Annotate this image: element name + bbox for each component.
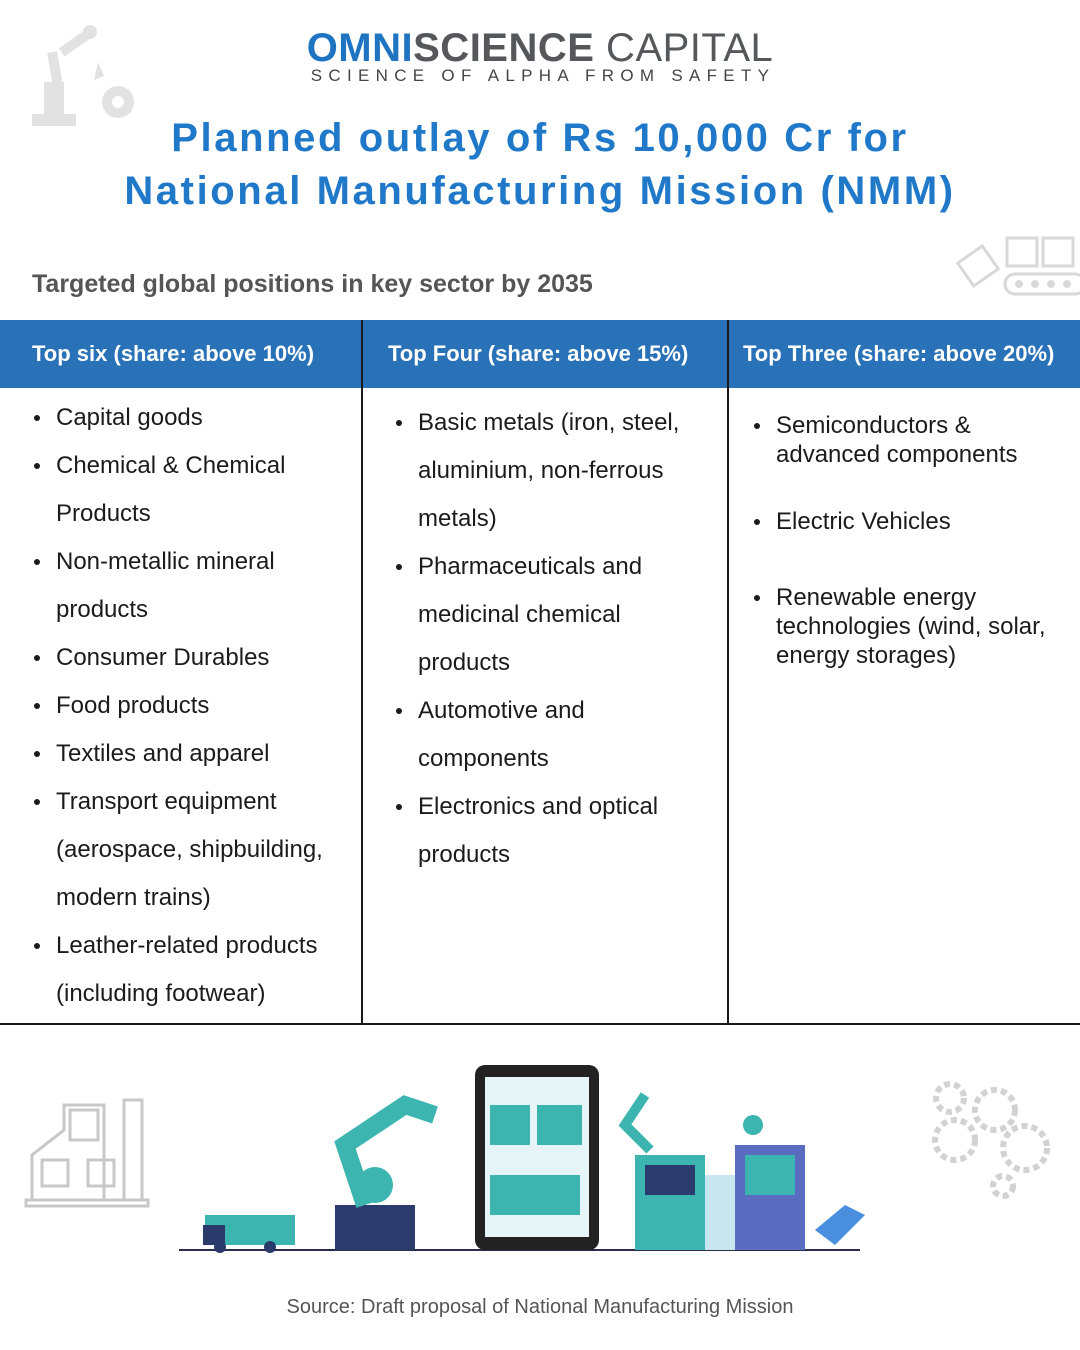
factory-icon [24,1098,150,1208]
gears-icon [932,1081,1050,1199]
list-item: Basic metals (iron, steel, aluminium, no… [394,399,704,543]
list-item: Consumer Durables [32,634,352,682]
page-title: Planned outlay of Rs 10,000 Cr for Natio… [124,116,956,213]
list-item: Food products [32,682,352,730]
column-divider [361,320,363,1025]
list-item: Textiles and apparel [32,730,352,778]
conveyor-boxes-icon [955,236,1080,296]
top-four-list: Basic metals (iron, steel, aluminium, no… [394,399,704,879]
list-item: Automotive and components [394,687,704,783]
list-item: Renewable energy technologies (wind, sol… [752,583,1070,670]
logo-tagline: SCIENCE OF ALPHA FROM SAFETY [310,66,776,85]
top-three-list: Semiconductors & advanced components Ele… [752,411,1070,670]
column-header-top-four: Top Four (share: above 15%) [388,341,689,366]
list-item: Non-metallic mineral products [32,538,352,634]
company-logo: OMNISCIENCE CAPITAL [306,26,774,70]
robot-arm-gear-icon [32,25,134,126]
list-item: Semiconductors & advanced components [752,411,1070,469]
table-header-row: Top six (share: above 10%) Top Four (sha… [0,320,1080,388]
list-item: Electronics and optical products [394,783,704,879]
column-header-top-three: Top Three (share: above 20%) [743,341,1055,366]
source-note: Source: Draft proposal of National Manuf… [286,1296,794,1318]
table-bottom-border [0,1023,1080,1025]
top-six-list: Capital goods Chemical & Chemical Produc… [32,394,352,1018]
manufacturing-illustration [179,1065,865,1253]
list-item: Transport equipment (aerospace, shipbuil… [32,778,352,922]
section-subtitle: Targeted global positions in key sector … [32,270,593,298]
list-item: Chemical & Chemical Products [32,442,352,538]
column-header-top-six: Top six (share: above 10%) [32,341,315,366]
list-item: Pharmaceuticals and medicinal chemical p… [394,543,704,687]
list-item: Capital goods [32,394,352,442]
column-divider [727,320,729,1025]
list-item: Electric Vehicles [752,507,1070,536]
list-item: Leather-related products (including foot… [32,922,352,1018]
